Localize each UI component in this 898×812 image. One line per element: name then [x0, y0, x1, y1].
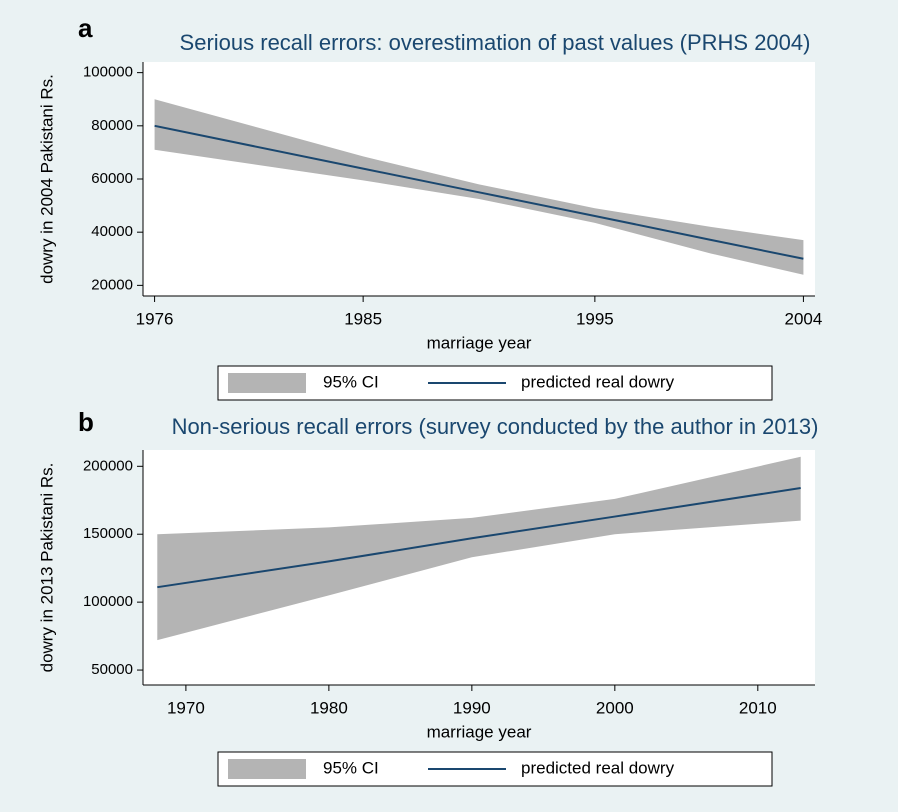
- y-tick-label: 40000: [91, 223, 133, 240]
- y-tick-label: 100000: [83, 64, 133, 81]
- x-tick-label: 1976: [136, 309, 174, 328]
- x-tick-label: 1970: [167, 698, 205, 717]
- legend-label: predicted real dowry: [521, 372, 675, 391]
- legend-swatch: [228, 759, 306, 779]
- panel-letter: b: [78, 407, 94, 437]
- y-tick-label: 50000: [91, 661, 133, 678]
- y-tick-label: 60000: [91, 170, 133, 187]
- plot-area: [143, 62, 815, 296]
- legend-label: 95% CI: [323, 758, 379, 777]
- prediction-line: [157, 487, 801, 589]
- x-tick-label: 2004: [784, 309, 822, 328]
- y-tick-label: 20000: [91, 276, 133, 293]
- y-tick-label: 100000: [83, 593, 133, 610]
- panel-letter: a: [78, 13, 93, 43]
- x-tick-label: 2010: [739, 698, 777, 717]
- x-axis-title: marriage year: [427, 333, 532, 352]
- y-tick-label: 200000: [83, 457, 133, 474]
- y-tick-label: 80000: [91, 117, 133, 134]
- x-tick-label: 2000: [596, 698, 634, 717]
- y-axis-title: dowry in 2004 Pakistani Rs.: [37, 74, 56, 284]
- chart-title: Serious recall errors: overestimation of…: [180, 30, 811, 55]
- legend-swatch: [228, 373, 306, 393]
- y-tick-label: 150000: [83, 525, 133, 542]
- x-tick-label: 1980: [310, 698, 348, 717]
- x-tick-label: 1990: [453, 698, 491, 717]
- x-axis-title: marriage year: [427, 722, 532, 741]
- ci-band: [154, 99, 804, 275]
- x-tick-label: 1995: [576, 309, 614, 328]
- legend-box: [217, 751, 773, 787]
- chart-title: Non-serious recall errors (survey conduc…: [172, 414, 819, 439]
- legend-label: predicted real dowry: [521, 758, 675, 777]
- prediction-line: [154, 124, 804, 260]
- y-axis-title: dowry in 2013 Pakistani Rs.: [37, 463, 56, 673]
- legend-label: 95% CI: [323, 372, 379, 391]
- ci-band: [157, 456, 801, 641]
- x-tick-label: 1985: [344, 309, 382, 328]
